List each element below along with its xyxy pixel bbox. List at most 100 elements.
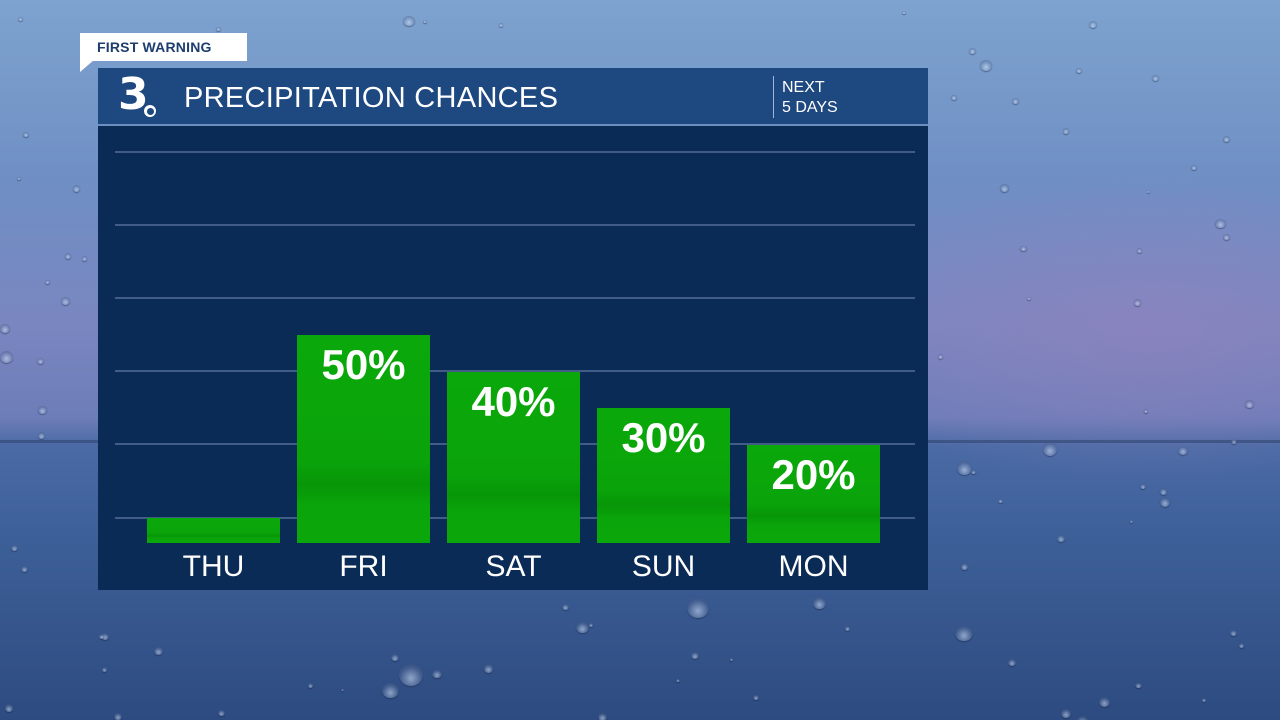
bar-mon: 20% <box>747 444 880 543</box>
raindrop-decoration <box>845 626 851 631</box>
badge-tail <box>80 60 94 72</box>
raindrop-decoration <box>1089 20 1098 28</box>
raindrop-decoration <box>1137 248 1143 253</box>
raindrop-decoration <box>37 357 45 365</box>
subtitle-line-1: NEXT <box>782 79 825 96</box>
raindrop-decoration <box>1202 698 1207 702</box>
raindrop-decoration <box>1020 245 1027 252</box>
raindrop-decoration <box>101 666 108 672</box>
raindrop-decoration <box>971 470 976 474</box>
raindrop-decoration <box>17 176 22 181</box>
raindrop-decoration <box>575 622 589 634</box>
raindrop-decoration <box>72 184 81 192</box>
raindrop-decoration <box>82 256 88 261</box>
raindrop-decoration <box>1129 519 1133 523</box>
raindrop-decoration <box>1160 488 1168 495</box>
raindrop-decoration <box>1076 67 1083 73</box>
day-label-thu: THU <box>182 550 245 583</box>
raindrop-decoration <box>729 657 733 661</box>
cbs-eye-icon <box>142 103 158 119</box>
bar-value-label: 50% <box>321 341 406 388</box>
raindrop-decoration <box>969 48 976 54</box>
raindrop-decoration <box>423 19 427 23</box>
raindrop-decoration <box>1062 128 1069 134</box>
raindrop-decoration <box>813 597 826 609</box>
day-label-sat: SAT <box>485 550 542 583</box>
chart-subtitle: NEXT 5 DAYS <box>782 78 838 118</box>
raindrop-decoration <box>1177 445 1189 455</box>
raindrop-decoration <box>1144 409 1149 413</box>
raindrop-decoration <box>10 544 18 551</box>
raindrop-decoration <box>937 354 943 359</box>
raindrop-decoration <box>21 566 29 573</box>
raindrop-decoration <box>398 664 423 686</box>
raindrop-decoration <box>307 683 313 688</box>
bar-thu <box>147 518 280 543</box>
raindrop-decoration <box>1057 535 1066 543</box>
raindrop-decoration <box>382 683 399 698</box>
raindrop-decoration <box>215 26 221 32</box>
chart-panel: 3 PRECIPITATION CHANCES NEXT 5 DAYS 50% … <box>98 68 928 590</box>
raindrop-decoration <box>1011 98 1019 105</box>
raindrop-decoration <box>0 324 10 333</box>
raindrop-decoration <box>1000 183 1009 192</box>
raindrop-decoration <box>1060 708 1071 718</box>
raindrop-decoration <box>4 704 14 713</box>
raindrop-decoration <box>390 653 400 662</box>
day-label-sun: SUN <box>631 550 696 583</box>
raindrop-decoration <box>901 10 906 15</box>
raindrop-decoration <box>675 679 680 683</box>
raindrop-decoration <box>65 253 72 259</box>
raindrop-decoration <box>951 94 957 100</box>
raindrop-decoration <box>1191 164 1197 170</box>
day-label-mon: MON <box>778 550 849 583</box>
first-warning-badge: FIRST WARNING <box>80 33 247 61</box>
raindrop-decoration <box>1140 483 1147 490</box>
raindrop-decoration <box>1230 438 1237 444</box>
header-divider <box>773 76 774 118</box>
raindrop-decoration <box>1147 190 1151 194</box>
raindrop-decoration <box>1007 658 1016 666</box>
chart-header: 3 PRECIPITATION CHANCES NEXT 5 DAYS <box>98 68 928 126</box>
raindrop-decoration <box>956 461 972 475</box>
raindrop-decoration <box>1229 629 1237 636</box>
station-logo-icon: 3 <box>118 71 160 119</box>
raindrop-decoration <box>483 664 494 673</box>
bar-value-label: 30% <box>621 414 706 462</box>
raindrop-decoration <box>37 432 45 439</box>
raindrop-decoration <box>687 598 710 618</box>
raindrop-decoration <box>1223 136 1231 143</box>
raindrop-decoration <box>1134 299 1142 306</box>
raindrop-decoration <box>589 623 594 627</box>
bar-sat: 40% <box>447 371 580 543</box>
gridline <box>115 151 915 153</box>
raindrop-decoration <box>1239 643 1245 648</box>
raindrop-decoration <box>1098 697 1111 708</box>
raindrop-decoration <box>1222 233 1230 241</box>
gridline <box>115 370 915 372</box>
raindrop-decoration <box>23 131 29 137</box>
raindrop-decoration <box>98 634 104 639</box>
raindrop-decoration <box>1152 75 1159 82</box>
gridline <box>115 224 915 226</box>
raindrop-decoration <box>153 647 163 656</box>
raindrop-decoration <box>114 713 122 720</box>
raindrop-decoration <box>1042 442 1058 456</box>
raindrop-decoration <box>45 280 50 285</box>
raindrop-decoration <box>955 625 973 642</box>
chart-title: PRECIPITATION CHANCES <box>184 82 559 114</box>
bar-value-label: 20% <box>771 450 856 498</box>
subtitle-line-2: 5 DAYS <box>782 99 838 116</box>
bar-fri: 50% <box>297 335 430 543</box>
raindrop-decoration <box>1245 399 1254 408</box>
raindrop-decoration <box>218 709 226 716</box>
raindrop-decoration <box>980 60 992 71</box>
first-warning-label: FIRST WARNING <box>97 39 212 55</box>
raindrop-decoration <box>341 688 345 692</box>
raindrop-decoration <box>18 16 24 22</box>
gridline <box>115 297 915 299</box>
raindrop-decoration <box>1077 716 1088 720</box>
raindrop-decoration <box>1027 296 1032 301</box>
raindrop-decoration <box>1135 682 1142 689</box>
raindrop-decoration <box>499 22 504 27</box>
